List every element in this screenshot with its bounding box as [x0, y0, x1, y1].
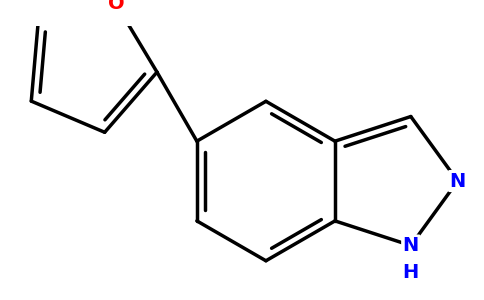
Text: O: O [107, 0, 124, 13]
Text: N: N [450, 172, 466, 190]
Text: N: N [403, 236, 419, 255]
Text: H: H [403, 263, 419, 282]
